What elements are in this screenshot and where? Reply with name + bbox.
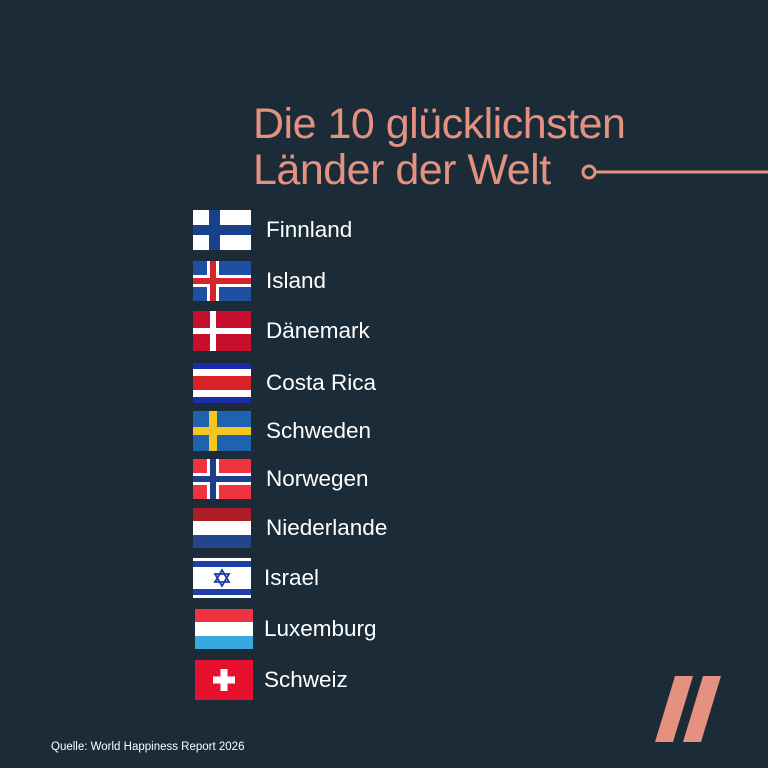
costa-rica-flag-icon [193,363,251,403]
sweden-flag-icon [193,411,251,451]
country-name: Island [266,268,327,293]
title-line-2: Länder der Welt [253,146,551,194]
iceland-flag-icon [193,261,251,301]
country-name: Israel [264,565,320,590]
country-name: Schweden [266,418,372,443]
page-title: Die 10 glücklichsten Länder der Welt [253,100,626,194]
country-name: Schweiz [264,667,348,692]
finland-flag-icon [193,210,251,250]
country-name: Niederlande [266,515,388,540]
source-caption: Quelle: World Happiness Report 2026 [51,741,245,753]
country-name: Costa Rica [266,370,377,395]
denmark-flag-icon [193,311,251,351]
israel-flag-icon [193,558,251,598]
norway-flag-icon [193,459,251,499]
country-name: Dänemark [266,318,370,343]
title-line-1: Die 10 glücklichsten [253,100,626,148]
title-underline-icon [581,164,768,180]
country-name: Norwegen [266,466,369,491]
switzerland-flag-icon [195,660,253,700]
country-name: Finnland [266,217,353,242]
netherlands-flag-icon [193,508,251,548]
country-name: Luxemburg [264,616,377,641]
luxembourg-flag-icon [195,609,253,649]
double-slash-logo-icon [655,676,721,742]
